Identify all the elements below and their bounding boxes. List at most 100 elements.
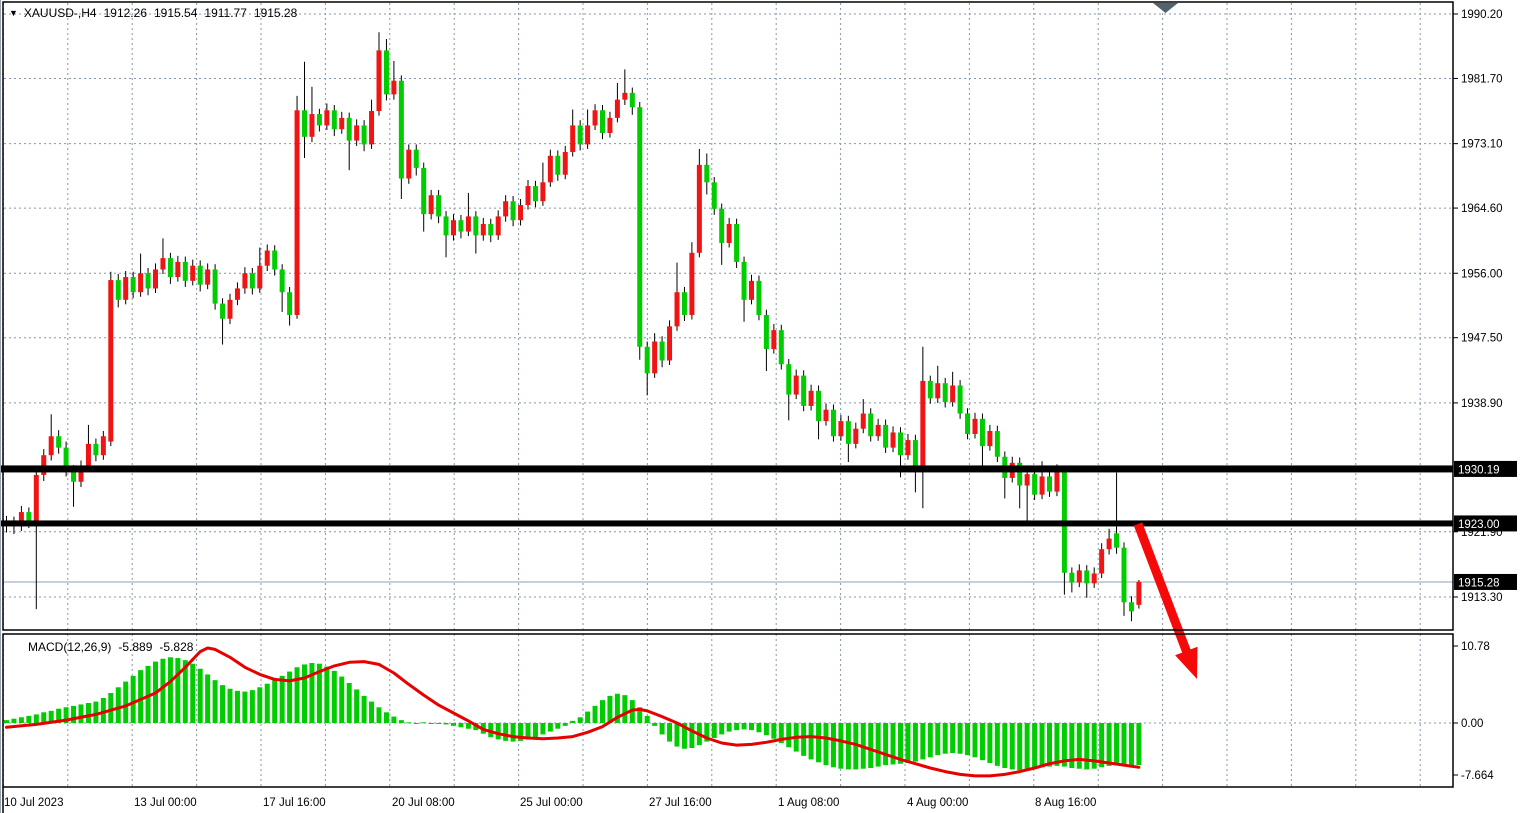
macd-bar [1039,723,1045,768]
candle-body [696,164,702,253]
macd-bar [1002,723,1008,769]
macd-bar [622,695,628,723]
trend-arrow[interactable] [1133,522,1198,679]
macd-bar [279,675,285,723]
candle-body [264,250,270,266]
candle-body [354,125,360,141]
price-axis-area[interactable] [1454,0,1526,790]
candle-body [428,195,434,215]
macd-bar [1099,723,1105,768]
candle-body [525,186,531,206]
candle-body [1099,549,1105,574]
candle-body [875,424,881,437]
candle-body [749,280,754,300]
time-axis-label: 8 Aug 16:00 [1035,797,1096,809]
macd-bar [853,723,859,770]
macd-bar [816,723,822,763]
symbol-timeframe-label: XAUUSD-,H4 [23,6,97,20]
price-axis-label: 1981.70 [1461,73,1503,85]
candle-body [741,261,747,300]
macd-bar [972,723,978,758]
candle-body [1054,471,1060,492]
macd-bar [749,723,754,731]
candle-body [600,110,605,134]
macd-bar [883,723,889,766]
macd-bar [130,675,136,723]
macd-bar [868,723,874,769]
candle-body [18,512,24,527]
candle-body [279,269,285,293]
macd-axis-label: 0.00 [1461,718,1483,730]
macd-signal-line [5,646,1141,778]
chevron-down-icon[interactable]: ▼ [9,8,18,18]
candle-body [532,186,538,202]
macd-bar [257,687,263,723]
candle-body [33,474,39,522]
time-axis-area[interactable] [3,789,1526,813]
candle-body [182,261,188,281]
macd-bar [1114,723,1120,766]
candle-body [1121,547,1127,603]
arrow-shaft[interactable] [1133,522,1192,656]
candle-body [1114,533,1120,548]
macd-bar [950,723,956,754]
macd-bar [1121,723,1127,766]
price-axis[interactable]: 1990.20 1981.70 1973.10 1964.60 1956.00 1947.… [1453,9,1517,782]
macd-bar [912,723,918,762]
candle-body [763,314,769,350]
macd-bar [652,723,658,726]
macd-bar [823,723,829,766]
macd-bar [175,657,181,723]
candle-body [607,117,613,134]
candle-body [175,261,181,278]
price-axis-label: 1956.00 [1461,268,1503,280]
candle-body [421,167,427,215]
arrow-head-icon[interactable] [1175,646,1198,679]
macd-bar [1017,723,1023,771]
candle-body [577,125,583,145]
candle-body [153,269,158,289]
macd-bar [540,723,546,735]
macd-bar [115,687,121,723]
candle-body [145,273,151,289]
candle-body [868,413,874,437]
horizontal-level-line[interactable] [1,465,1453,473]
level-lines[interactable] [1,465,1453,527]
time-axis-label: 13 Jul 00:00 [134,797,197,809]
macd-bar [637,707,643,723]
candle-body [830,409,836,437]
macd-bar [354,689,360,723]
candle-body [823,409,829,422]
candle-body [1047,476,1052,492]
horizontal-level-line[interactable] [1,520,1453,527]
macd-bar [391,716,397,723]
macd-bar [26,715,32,723]
candle-body [629,92,635,108]
candle-body [614,99,620,118]
macd-bar [771,723,777,739]
macd-pane-frame [2,633,1454,788]
scroll-position-marker-icon[interactable] [1153,3,1178,13]
time-axis[interactable]: 10 Jul 2023 13 Jul 00:00 17 Jul 16:00 20 Ju… [4,797,1096,809]
candle-body [972,418,978,434]
macd-bar [987,723,993,764]
macd-bar [190,663,196,723]
candle-body [257,265,263,289]
macd-bar [398,720,404,723]
macd-bar [674,723,680,747]
macd-bar [1128,723,1134,766]
macd-bar [555,723,561,729]
macd-bar [495,723,501,740]
candle-body [1017,462,1023,486]
candle-body [674,292,680,327]
price-tag-label: 1915.28 [1458,577,1500,589]
macd-bar [242,691,248,723]
macd-bar [361,695,367,723]
macd-bar [234,690,240,723]
macd-bar [614,693,620,723]
macd-bar [562,723,568,726]
candle-body [190,265,196,281]
candle-body [957,385,963,414]
macd-bar [160,658,166,723]
